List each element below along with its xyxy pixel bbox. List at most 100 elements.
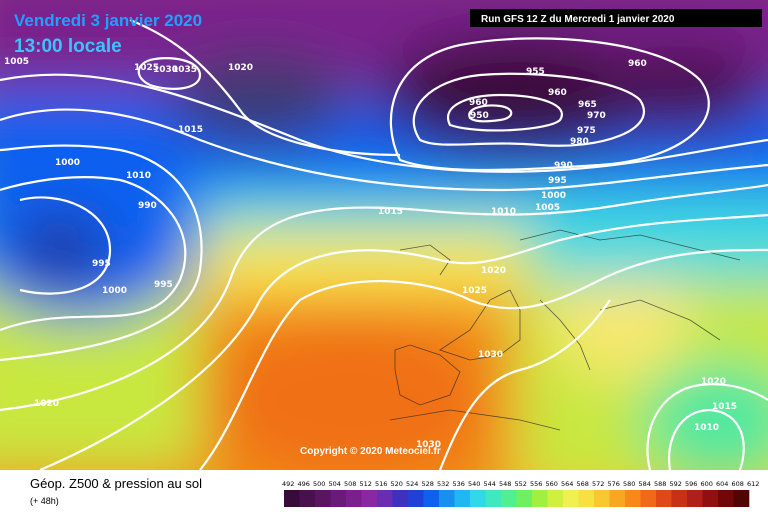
isobar-label: 995 xyxy=(154,280,173,290)
colorbar-swatch xyxy=(640,490,657,507)
colorbar-swatch xyxy=(578,490,595,507)
colorbar-tick-label: 604 xyxy=(716,480,728,488)
isobar-label: 995 xyxy=(548,176,567,186)
colorbar-tick-label: 596 xyxy=(685,480,697,488)
colorbar-swatch xyxy=(470,490,486,507)
isobar-label: 950 xyxy=(470,111,489,121)
geopotential-field xyxy=(0,0,768,470)
isobar-label: 1005 xyxy=(4,57,29,67)
colorbar-swatch xyxy=(609,490,626,507)
isobar-label: 1020 xyxy=(701,377,726,387)
colorbar-swatch xyxy=(594,490,610,507)
colorbar-tick-label: 492 xyxy=(282,480,294,488)
isobar-label: 975 xyxy=(577,126,596,136)
colorbar-tick-label: 520 xyxy=(391,480,403,488)
colorbar: 492 496 500 504 508 512 516 520 524 528 532 536 540 5… xyxy=(282,480,759,507)
colorbar-tick-label: 560 xyxy=(546,480,558,488)
isobar-label: 1000 xyxy=(102,286,127,296)
isobar-label: 960 xyxy=(628,59,647,69)
colorbar-tick-label: 544 xyxy=(484,480,496,488)
colorbar-tick-label: 600 xyxy=(701,480,713,488)
colorbar-tick-label: 556 xyxy=(530,480,542,488)
isobar-label: 960 xyxy=(548,88,567,98)
colorbar-tick-label: 592 xyxy=(670,480,682,488)
isobar-label: 1025 xyxy=(134,63,159,73)
isobar-label: 1010 xyxy=(126,171,151,181)
forecast-date: Vendredi 3 janvier 2020 xyxy=(14,11,202,30)
isobar-label: 955 xyxy=(526,67,545,77)
isobar-label: 970 xyxy=(587,111,606,121)
colorbar-tick-label: 528 xyxy=(422,480,434,488)
colorbar-tick-label: 532 xyxy=(437,480,449,488)
copyright: Copyright © 2020 Meteociel.fr xyxy=(300,446,441,457)
colorbar-swatch xyxy=(702,490,719,507)
isobar-label: 1020 xyxy=(228,63,253,73)
colorbar-swatch xyxy=(330,490,347,507)
colorbar-tick-label: 552 xyxy=(515,480,527,488)
colorbar-tick-label: 548 xyxy=(499,480,511,488)
isobar-label: 1005 xyxy=(535,203,560,213)
colorbar-swatch xyxy=(284,490,300,507)
colorbar-tick-label: 608 xyxy=(732,480,744,488)
isobar-label: 1030 xyxy=(478,350,503,360)
run-info: Run GFS 12 Z du Mercredi 1 janvier 2020 xyxy=(481,14,675,25)
colorbar-swatch xyxy=(315,490,331,507)
legend-title: Géop. Z500 & pression au sol xyxy=(30,476,202,491)
colorbar-tick-label: 508 xyxy=(344,480,356,488)
colorbar-tick-label: 588 xyxy=(654,480,666,488)
isobar-label: 960 xyxy=(469,98,488,108)
colorbar-swatch xyxy=(625,490,641,507)
colorbar-swatch xyxy=(485,490,502,507)
isobar-label: 1010 xyxy=(694,423,719,433)
isobar-label: 1000 xyxy=(541,191,566,201)
colorbar-swatch xyxy=(718,490,734,507)
colorbar-swatch xyxy=(547,490,564,507)
colorbar-swatch xyxy=(532,490,548,507)
colorbar-swatch xyxy=(346,490,362,507)
colorbar-tick-label: 572 xyxy=(592,480,604,488)
colorbar-swatch xyxy=(361,490,378,507)
colorbar-swatch xyxy=(516,490,533,507)
isobar-label: 980 xyxy=(570,137,589,147)
colorbar-swatch xyxy=(439,490,455,507)
isobar-label: 1010 xyxy=(491,207,516,217)
colorbar-tick-label: 540 xyxy=(468,480,480,488)
colorbar-tick-label: 516 xyxy=(375,480,387,488)
isobar-label: 1015 xyxy=(378,207,403,217)
colorbar-swatch xyxy=(454,490,471,507)
colorbar-swatch xyxy=(377,490,393,507)
isobar-label: 990 xyxy=(554,161,573,171)
isobar-label: 1030 xyxy=(416,440,441,450)
isobar-label: 1030 xyxy=(153,65,178,75)
colorbar-swatch xyxy=(299,490,316,507)
legend: Géop. Z500 & pression au sol (+ 48h) 492… xyxy=(30,476,759,507)
colorbar-swatch xyxy=(501,490,517,507)
colorbar-swatch xyxy=(563,490,579,507)
isobar-label: 965 xyxy=(578,100,597,110)
colorbar-tick-label: 512 xyxy=(360,480,372,488)
weather-map: Vendredi 3 janvier 2020 13:00 locale Run… xyxy=(0,0,768,470)
colorbar-tick-label: 496 xyxy=(298,480,310,488)
colorbar-swatch xyxy=(656,490,672,507)
colorbar-swatch xyxy=(408,490,424,507)
forecast-time: 13:00 locale xyxy=(14,36,122,57)
colorbar-tick-label: 536 xyxy=(453,480,465,488)
legend-subtitle: (+ 48h) xyxy=(30,496,59,506)
colorbar-tick-label: 524 xyxy=(406,480,418,488)
isobar-label: 1015 xyxy=(178,125,203,135)
isobar-label: 995 xyxy=(92,259,111,269)
colorbar-swatch xyxy=(733,490,750,507)
isobar-label: 1015 xyxy=(712,402,737,412)
isobar-label: 990 xyxy=(138,201,157,211)
colorbar-swatch xyxy=(687,490,703,507)
colorbar-swatch xyxy=(423,490,440,507)
colorbar-tick-label: 576 xyxy=(608,480,620,488)
isobar-label: 1035 xyxy=(172,65,197,75)
colorbar-tick-label: 580 xyxy=(623,480,635,488)
colorbar-tick-label: 504 xyxy=(329,480,341,488)
colorbar-swatch xyxy=(671,490,688,507)
colorbar-tick-label: 584 xyxy=(639,480,651,488)
colorbar-tick-label: 612 xyxy=(747,480,759,488)
